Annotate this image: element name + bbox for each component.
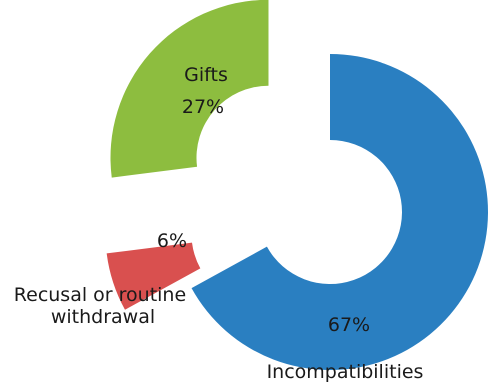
slices-group — [106, 0, 488, 370]
value-label-incompatibilities: 67% — [328, 314, 370, 336]
category-label-recusal: Recusal or routine withdrawal — [14, 284, 192, 328]
category-label-gifts: Gifts — [184, 64, 228, 86]
category-label-recusal-line1: Recusal or routine — [14, 284, 186, 306]
slice-gifts — [110, 0, 269, 178]
slice-incompatibilities — [191, 54, 488, 370]
category-label-recusal-line2: withdrawal — [51, 306, 155, 328]
value-label-gifts: 27% — [182, 96, 224, 118]
category-label-incompatibilities: Incompatibilities — [267, 361, 424, 383]
value-label-recusal: 6% — [157, 230, 187, 252]
slice-recusal-or-routine-withdrawal — [106, 242, 201, 310]
